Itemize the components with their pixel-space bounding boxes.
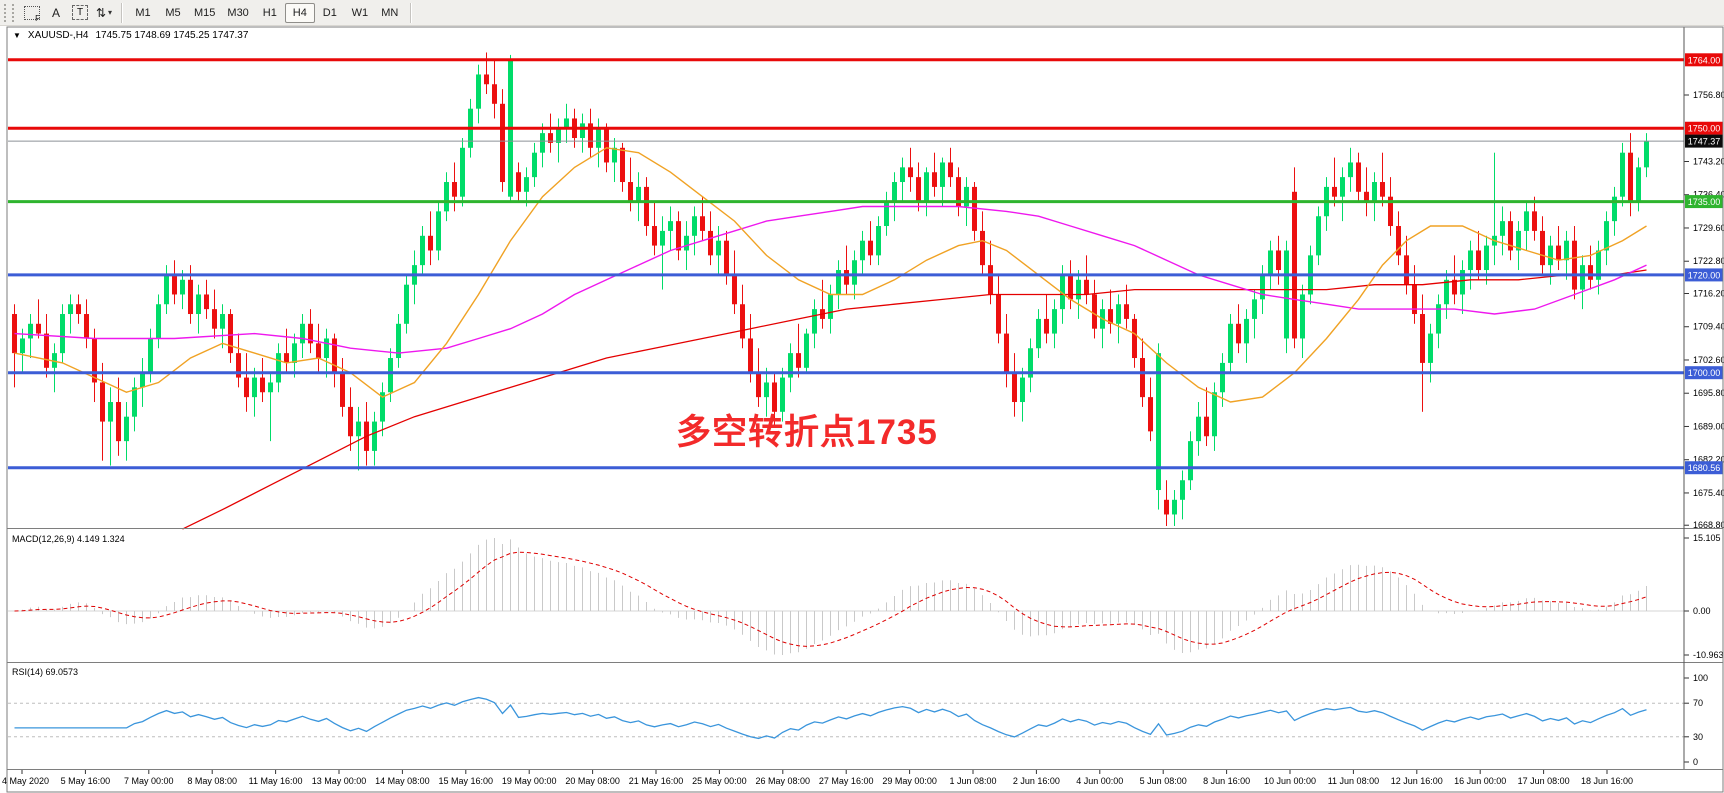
svg-text:1736.40: 1736.40 — [1693, 190, 1724, 200]
svg-text:11 Jun 08:00: 11 Jun 08:00 — [1328, 776, 1379, 786]
svg-text:1735.00: 1735.00 — [1688, 197, 1721, 207]
svg-text:8 May 08:00: 8 May 08:00 — [187, 776, 237, 786]
tab-timeframe-h1[interactable]: H1 — [255, 3, 285, 23]
svg-text:29 May 00:00: 29 May 00:00 — [882, 776, 937, 786]
chevron-down-icon: ▾ — [108, 8, 113, 17]
svg-text:1680.56: 1680.56 — [1688, 463, 1721, 473]
text-a-icon[interactable]: A — [44, 3, 68, 23]
svg-text:1 Jun 08:00: 1 Jun 08:00 — [949, 776, 996, 786]
svg-text:1700.00: 1700.00 — [1688, 368, 1721, 378]
tab-timeframe-m5[interactable]: M5 — [158, 3, 188, 23]
svg-text:0: 0 — [1693, 757, 1698, 767]
svg-text:10 Jun 00:00: 10 Jun 00:00 — [1264, 776, 1316, 786]
svg-text:19 May 00:00: 19 May 00:00 — [502, 776, 557, 786]
svg-text:1675.40: 1675.40 — [1693, 488, 1724, 498]
svg-text:1729.60: 1729.60 — [1693, 223, 1724, 233]
svg-text:26 May 08:00: 26 May 08:00 — [756, 776, 811, 786]
svg-text:1709.40: 1709.40 — [1693, 322, 1724, 332]
svg-text:1764.00: 1764.00 — [1688, 55, 1721, 65]
tab-timeframe-m30[interactable]: M30 — [221, 3, 254, 23]
svg-text:70: 70 — [1693, 698, 1703, 708]
svg-text:1668.80: 1668.80 — [1693, 520, 1724, 530]
svg-text:18 Jun 16:00: 18 Jun 16:00 — [1581, 776, 1633, 786]
svg-text:17 Jun 08:00: 17 Jun 08:00 — [1518, 776, 1570, 786]
svg-text:-10.963: -10.963 — [1693, 650, 1724, 660]
macd-values: 4.149 1.324 — [77, 534, 125, 544]
svg-text:1689.00: 1689.00 — [1693, 421, 1724, 431]
svg-text:5 May 16:00: 5 May 16:00 — [61, 776, 111, 786]
symbol-label: XAUUSD-,H4 — [27, 30, 89, 41]
svg-text:4 May 2020: 4 May 2020 — [2, 776, 49, 786]
svg-text:1750.00: 1750.00 — [1688, 124, 1721, 134]
svg-text:1695.80: 1695.80 — [1693, 388, 1724, 398]
tab-timeframe-mn[interactable]: MN — [375, 3, 405, 23]
svg-text:30: 30 — [1693, 732, 1703, 742]
svg-text:1743.20: 1743.20 — [1693, 156, 1724, 166]
svg-text:7 May 00:00: 7 May 00:00 — [124, 776, 174, 786]
svg-text:12 Jun 16:00: 12 Jun 16:00 — [1391, 776, 1443, 786]
svg-text:4 Jun 00:00: 4 Jun 00:00 — [1076, 776, 1123, 786]
chart-annotation: 多空转折点1735 — [676, 413, 938, 452]
svg-text:5 Jun 08:00: 5 Jun 08:00 — [1140, 776, 1187, 786]
rsi-value: 69.0573 — [45, 667, 79, 677]
svg-text:1702.60: 1702.60 — [1693, 355, 1724, 365]
text-box-icon[interactable]: T — [68, 3, 92, 23]
tab-timeframe-m15[interactable]: M15 — [188, 3, 221, 23]
svg-text:1720.00: 1720.00 — [1688, 270, 1721, 280]
toolbar-drag-handle[interactable] — [4, 3, 14, 22]
svg-text:0.00: 0.00 — [1693, 606, 1711, 616]
indicator-frame-icon[interactable]: F — [20, 3, 44, 23]
svg-text:1747.37: 1747.37 — [1688, 137, 1721, 147]
tab-timeframe-w1[interactable]: W1 — [345, 3, 375, 23]
svg-text:14 May 08:00: 14 May 08:00 — [375, 776, 430, 786]
svg-text:1716.20: 1716.20 — [1693, 288, 1724, 298]
tab-timeframe-h4[interactable]: H4 — [284, 2, 315, 23]
svg-text:25 May 00:00: 25 May 00:00 — [692, 776, 747, 786]
svg-text:16 Jun 00:00: 16 Jun 00:00 — [1454, 776, 1506, 786]
svg-text:15.105: 15.105 — [1693, 533, 1721, 543]
svg-text:15 May 16:00: 15 May 16:00 — [439, 776, 494, 786]
symbol-dropdown-icon[interactable]: ▼ — [13, 31, 21, 40]
svg-text:20 May 08:00: 20 May 08:00 — [565, 776, 620, 786]
ohlc-values: 1745.75 1748.69 1745.25 1747.37 — [95, 30, 249, 41]
svg-text:1756.80: 1756.80 — [1693, 90, 1724, 100]
svg-text:1722.80: 1722.80 — [1693, 256, 1724, 266]
svg-text:13 May 00:00: 13 May 00:00 — [312, 776, 367, 786]
svg-text:100: 100 — [1693, 673, 1708, 683]
toolbar-separator — [409, 2, 412, 23]
cursor-arrows-icon[interactable]: ⇅ ▾ — [92, 3, 116, 23]
svg-text:21 May 16:00: 21 May 16:00 — [629, 776, 684, 786]
toolbar-separator — [121, 2, 123, 23]
macd-panel-label: MACD(12,26,9) 4.149 1.324 — [12, 534, 125, 544]
rsi-panel-label: RSI(14) 69.0573 — [12, 667, 79, 677]
symbol-ohlc-row: ▼ XAUUSD-,H4 1745.75 1748.69 1745.25 174… — [13, 30, 248, 41]
svg-text:2 Jun 16:00: 2 Jun 16:00 — [1013, 776, 1060, 786]
svg-text:8 Jun 16:00: 8 Jun 16:00 — [1203, 776, 1250, 786]
tab-timeframe-d1[interactable]: D1 — [315, 3, 345, 23]
top-toolbar: F A T ⇅ ▾ M1 M5 M15 M30 H1 H4 D1 W1 MN — [0, 0, 1724, 26]
svg-text:1682.20: 1682.20 — [1693, 455, 1724, 465]
svg-text:27 May 16:00: 27 May 16:00 — [819, 776, 874, 786]
svg-text:11 May 16:00: 11 May 16:00 — [249, 776, 303, 786]
tab-timeframe-m1[interactable]: M1 — [128, 3, 158, 23]
